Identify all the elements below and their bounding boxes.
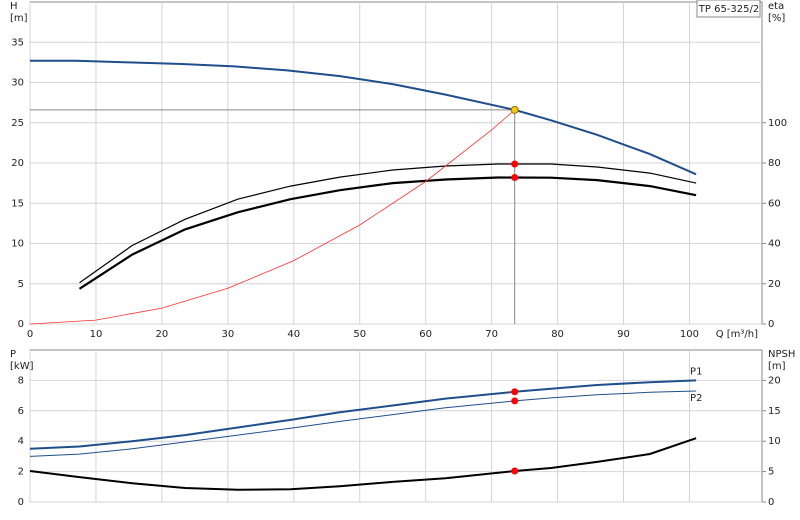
- y2-tick-label: 100: [768, 118, 787, 129]
- y2-tick-label: 0: [768, 497, 774, 508]
- y2-tick-label: 20: [768, 375, 781, 386]
- duty-point: [511, 397, 519, 405]
- y-tick-label: 30: [11, 78, 24, 89]
- x-tick-label: 30: [221, 329, 234, 340]
- y2-tick-label: 15: [768, 406, 781, 417]
- y2-tick-label: 40: [768, 239, 781, 250]
- y2-tick-label: 60: [768, 198, 781, 209]
- y-axis-label: P: [10, 349, 16, 360]
- y-tick-label: 2: [18, 467, 24, 478]
- y2-tick-label: 5: [768, 467, 774, 478]
- y2-axis-unit: [%]: [768, 13, 785, 24]
- y2-tick-label: 10: [768, 436, 781, 447]
- duty-point: [511, 388, 519, 396]
- series-label: P2: [690, 393, 702, 404]
- series-line: [79, 163, 697, 284]
- y2-axis-label: eta: [768, 1, 784, 12]
- duty-point: [511, 160, 519, 168]
- y-tick-label: 10: [11, 239, 24, 250]
- x-axis-label: Q [m³/h]: [716, 329, 758, 340]
- series-line: [30, 59, 697, 176]
- plot-frame: [29, 349, 763, 503]
- y-tick-label: 25: [11, 118, 24, 129]
- x-tick-label: 0: [27, 329, 33, 340]
- series-line: [78, 176, 697, 290]
- y2-tick-label: 20: [768, 279, 781, 290]
- y2-axis-unit: [m]: [768, 361, 786, 372]
- x-tick-label: 40: [287, 329, 300, 340]
- x-tick-label: 80: [551, 329, 564, 340]
- series-line: [29, 109, 515, 325]
- y2-tick-label: 0: [768, 319, 774, 330]
- x-tick-label: 10: [90, 329, 103, 340]
- series-line: [29, 390, 697, 457]
- y-tick-label: 15: [11, 198, 24, 209]
- y-axis-unit: [kW]: [10, 361, 34, 372]
- x-tick-label: 90: [617, 329, 630, 340]
- x-tick-label: 60: [419, 329, 432, 340]
- y2-tick-label: 80: [768, 158, 781, 169]
- series-label: P1: [690, 366, 702, 377]
- y-tick-label: 4: [18, 436, 24, 447]
- x-tick-label: 20: [156, 329, 169, 340]
- y-tick-label: 0: [18, 319, 24, 330]
- chart-title: TP 65-325/2: [698, 4, 759, 15]
- y-tick-label: 35: [11, 37, 24, 48]
- y-axis-label: H: [10, 1, 18, 12]
- duty-point: [510, 105, 519, 114]
- x-tick-label: 50: [353, 329, 366, 340]
- x-tick-label: 100: [680, 329, 699, 340]
- title-box: [696, 0, 761, 18]
- series-line: [29, 379, 697, 450]
- y2-axis-label: NPSH: [768, 349, 795, 360]
- y-tick-label: 5: [18, 279, 24, 290]
- y-tick-label: 8: [18, 375, 24, 386]
- series-line: [29, 437, 697, 491]
- y-axis-unit: [m]: [10, 13, 28, 24]
- y-tick-label: 20: [11, 158, 24, 169]
- x-tick-label: 70: [485, 329, 498, 340]
- duty-point: [511, 467, 519, 475]
- duty-point: [511, 173, 519, 181]
- y-tick-label: 6: [18, 406, 24, 417]
- y-tick-label: 0: [18, 497, 24, 508]
